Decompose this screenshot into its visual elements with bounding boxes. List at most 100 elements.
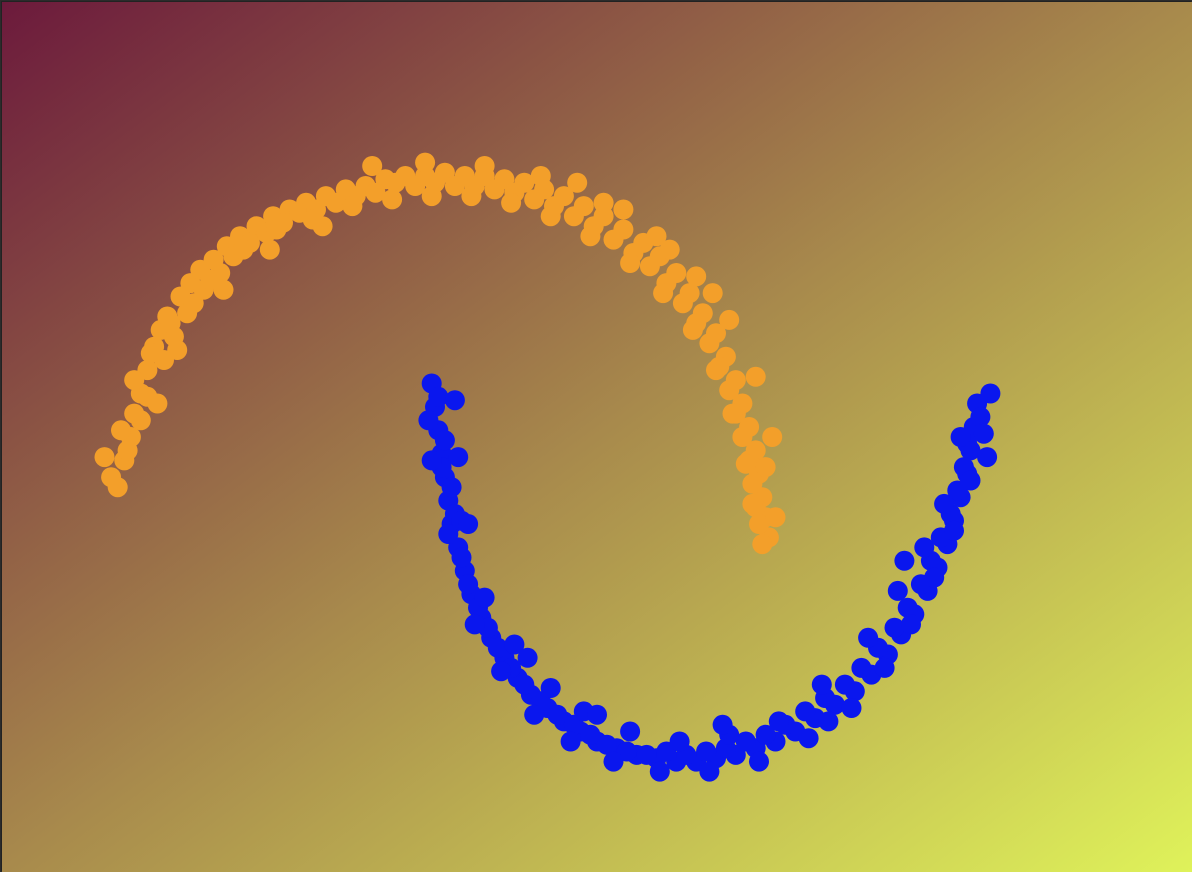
data-point (514, 674, 535, 695)
data-point (659, 239, 680, 260)
data-point (768, 711, 789, 732)
data-point (474, 156, 495, 176)
data-point (950, 427, 971, 447)
data-point (653, 283, 674, 304)
data-point (712, 714, 733, 735)
data-point (259, 239, 280, 260)
data-point (702, 283, 723, 304)
data-point (140, 343, 161, 364)
data-point (745, 366, 766, 387)
data-point (636, 744, 657, 765)
data-point (160, 313, 181, 334)
data-point (620, 721, 641, 742)
data-point (646, 226, 667, 247)
data-point (547, 704, 568, 725)
data-point (719, 380, 740, 401)
data-point (699, 761, 720, 782)
data-point (973, 423, 994, 444)
data-point (421, 186, 442, 207)
data-point (312, 216, 333, 237)
data-point (887, 580, 908, 601)
data-point (742, 473, 763, 494)
data-point (111, 420, 131, 441)
data-point (385, 172, 406, 193)
data-point (795, 701, 816, 722)
data-point (580, 724, 601, 745)
data-point (696, 741, 717, 762)
data-point (167, 340, 188, 360)
data-point (405, 176, 426, 196)
data-point (851, 657, 872, 678)
data-point (587, 704, 607, 725)
series-1 (418, 373, 1001, 782)
data-point (124, 370, 145, 391)
data-point (487, 637, 508, 658)
data-point (765, 507, 786, 528)
data-point (603, 751, 624, 772)
data-point (934, 493, 955, 514)
data-point (382, 189, 403, 210)
data-point (458, 514, 479, 534)
data-point (418, 410, 439, 431)
data-point (811, 674, 832, 695)
data-point (415, 152, 436, 173)
data-point (421, 450, 442, 471)
data-point (901, 614, 921, 635)
series-0 (94, 152, 786, 555)
data-point (884, 617, 905, 638)
data-point (649, 761, 670, 782)
data-point (639, 256, 660, 277)
data-point (752, 534, 773, 555)
data-point (560, 731, 581, 752)
data-point (491, 661, 512, 682)
data-point (620, 253, 641, 273)
data-point (444, 176, 465, 196)
data-point (94, 447, 115, 468)
data-point (325, 192, 346, 213)
data-point (458, 574, 479, 595)
data-point (924, 567, 945, 588)
data-point (762, 427, 783, 447)
data-point (540, 206, 561, 227)
data-point (960, 470, 981, 491)
data-point (438, 524, 459, 544)
data-point (672, 293, 693, 314)
data-point (980, 383, 1001, 404)
data-point (524, 189, 545, 210)
data-point (501, 192, 522, 213)
data-point (749, 514, 769, 534)
data-point (742, 493, 763, 514)
data-point (858, 627, 879, 648)
data-point (233, 239, 254, 260)
data-point (669, 731, 690, 752)
data-point (448, 447, 469, 468)
data-point (504, 634, 525, 655)
data-point (798, 728, 819, 749)
data-point (580, 226, 601, 247)
data-point (117, 440, 138, 461)
data-point (686, 266, 707, 287)
data-point (484, 179, 505, 200)
data-point (428, 386, 449, 407)
data-point (841, 698, 862, 718)
data-point (834, 674, 855, 695)
data-point (613, 199, 634, 220)
data-point (266, 219, 287, 240)
data-point (735, 731, 756, 752)
data-point (874, 657, 895, 678)
data-point (719, 309, 740, 330)
data-point (213, 279, 234, 300)
data-point (130, 410, 151, 431)
data-point (530, 166, 551, 186)
data-point (914, 537, 935, 558)
data-point (444, 390, 465, 411)
data-point (183, 293, 204, 314)
data-point (894, 550, 915, 571)
data-point (434, 430, 455, 451)
data-point (596, 734, 617, 755)
data-point (603, 229, 624, 250)
data-point (706, 360, 726, 381)
data-point (365, 182, 386, 203)
